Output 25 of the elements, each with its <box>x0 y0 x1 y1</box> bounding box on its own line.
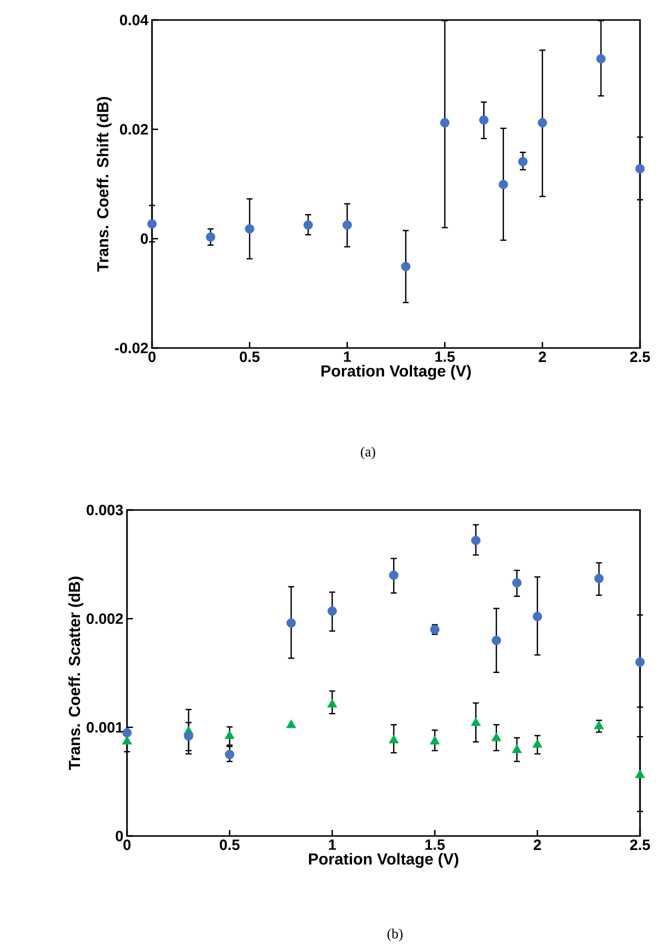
y-tick-label: 0.02 <box>120 124 148 135</box>
text: (a) <box>360 446 376 460</box>
y-tick-label: 0.001 <box>86 722 124 733</box>
x-axis-title: Poration Voltage (V) <box>321 364 471 380</box>
y-axis-title: Trans. Coeff. Scatter (dB) <box>68 576 84 770</box>
x-tick-label: 1 <box>344 352 351 362</box>
x-tick-label: 2.5 <box>630 840 650 850</box>
y-tick-label: 0 <box>116 830 123 842</box>
y-axis-title: Trans. Coeff. Shift (dB) <box>96 96 112 272</box>
y-tick-label: 0 <box>140 233 148 244</box>
x-tick-label: 1.5 <box>435 352 455 362</box>
y-tick-label: 0.003 <box>86 504 123 516</box>
x-tick-label: 1.5 <box>425 840 445 850</box>
text: (b) <box>387 928 403 942</box>
y-tick-label: 0.04 <box>120 14 148 26</box>
x-tick-label: 0.5 <box>220 840 240 850</box>
x-axis-title: Poration Voltage (V) <box>308 852 458 868</box>
y-tick-label: 0.002 <box>86 613 123 624</box>
x-tick-label: 2 <box>534 840 541 850</box>
x-tick-label: 0.5 <box>240 352 260 362</box>
x-tick-label: 1 <box>328 840 336 850</box>
y-tick-label: -0.02 <box>115 342 148 354</box>
x-tick-label: 2 <box>538 352 546 362</box>
x-tick-label: 2.5 <box>630 352 650 362</box>
x-tick-label: 0 <box>148 352 156 362</box>
